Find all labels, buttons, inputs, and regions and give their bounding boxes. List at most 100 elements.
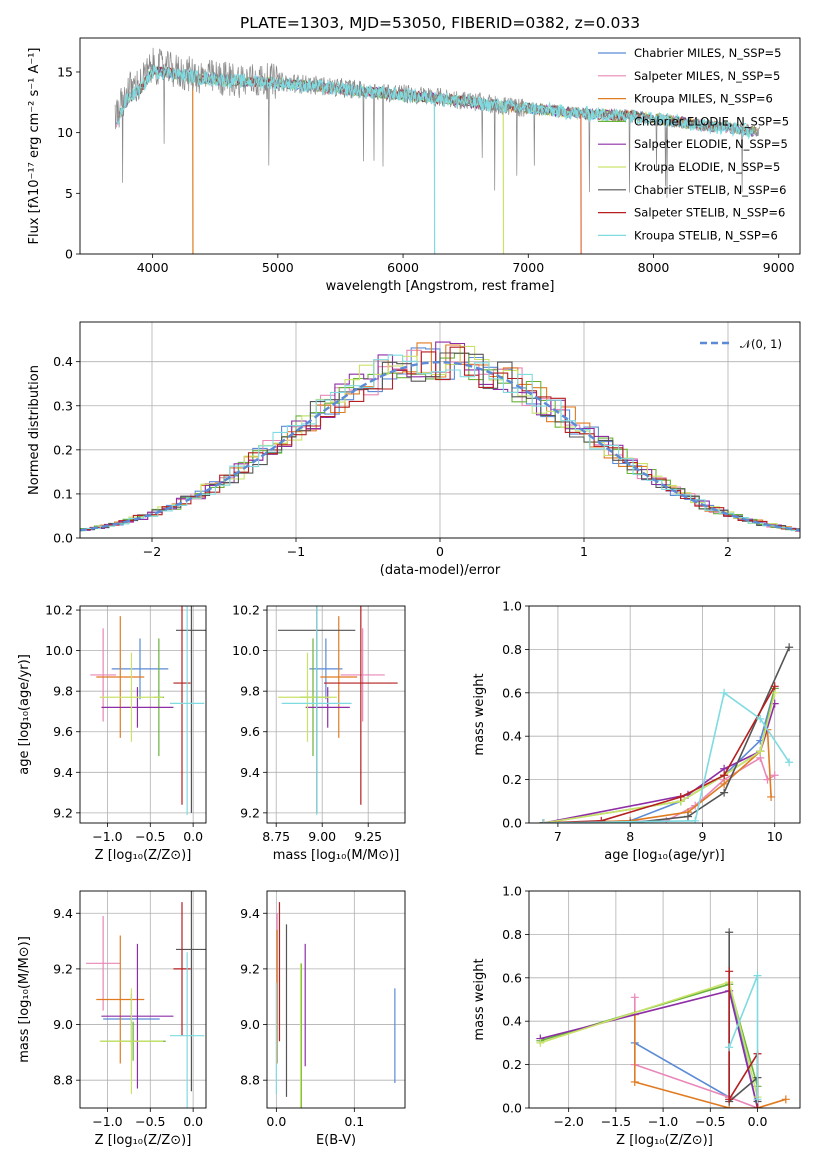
ebv_vs_mass-background xyxy=(267,891,405,1108)
spectrum-xtick-label: 9000 xyxy=(763,260,795,275)
age_vs_weight-xtick-label: 8 xyxy=(626,829,634,844)
residuals-frame xyxy=(79,321,801,539)
spectrum-xtick-label: 6000 xyxy=(387,260,419,275)
mass_vs_age-plot-area xyxy=(278,606,398,815)
age_vs_weight-ylabel: mass weight xyxy=(472,673,487,755)
spectrum-legend-entry: Chabrier STELIB, N_SSP=6 xyxy=(598,183,786,197)
age_vs_weight-point-marker xyxy=(756,714,765,723)
age_vs_weight-ytick-label: 1.0 xyxy=(502,599,522,614)
residual-histogram-7 xyxy=(80,346,800,532)
z_vs_age-errorbar-point xyxy=(170,606,205,815)
residuals-xtick-label: 0 xyxy=(436,544,444,559)
age_vs_weight-plot-area xyxy=(539,643,794,823)
mass_vs_age-errorbar-point xyxy=(278,652,337,742)
residuals-ytick-label: 0.4 xyxy=(53,354,73,369)
age_vs_weight-point-marker xyxy=(770,771,779,780)
residuals-ytick-label: 0.0 xyxy=(53,531,73,546)
z_vs_age-ytick-label: 9.4 xyxy=(53,765,73,780)
mass_vs_age-panel: 8.75 9.00 9.25 9.2 9.4 9.6 9.8 10.0 10.2 mass [lo… xyxy=(232,603,406,863)
mass_vs_age-ytick-label: 9.6 xyxy=(240,724,260,739)
spectrum-legend-entry: Kroupa ELODIE, N_SSP=5 xyxy=(598,160,780,174)
z_vs_age-background xyxy=(80,606,206,823)
age_vs_weight-point-marker xyxy=(720,779,729,788)
residuals-ytick-label: 0.2 xyxy=(53,442,73,457)
mass_vs_age-ytick-label: 9.8 xyxy=(240,684,260,699)
mass_vs_age-xlabel: mass [log₁₀(M/M⊙)] xyxy=(273,848,400,863)
z_vs_age-ytick-label: 9.6 xyxy=(53,724,73,739)
residuals-ylabel: Normed distribution xyxy=(27,365,42,495)
z_vs_weight-ytick-label: 0.6 xyxy=(502,970,522,985)
age_vs_weight-point-marker xyxy=(597,816,606,823)
spectrum-frame xyxy=(79,37,801,255)
spectrum-legend-label: Kroupa MILES, N_SSP=6 xyxy=(634,92,773,106)
age_vs_weight-ytick-label: 0.0 xyxy=(502,816,522,831)
mass_vs_age-frame xyxy=(266,605,406,824)
age_vs_weight-panel: 7 8 9 10 0.0 0.2 0.4 0.6 0.8 1.0 age [log₁₀(age/yr… xyxy=(472,599,801,863)
z_vs_weight-point-marker xyxy=(781,1095,790,1104)
z_vs_mass-ytick-label: 9.0 xyxy=(53,1017,73,1032)
age_vs_weight-point-marker xyxy=(756,747,765,756)
z_vs_age-ytick-label: 10.2 xyxy=(45,603,73,618)
z_vs_mass-errorbar-point xyxy=(176,891,206,1092)
age_vs_weight-point-marker xyxy=(767,792,776,801)
z_vs_age-ytick-label: 10.0 xyxy=(45,643,73,658)
age_vs_weight-point-marker xyxy=(691,816,700,823)
residual-histogram-5 xyxy=(80,345,800,532)
age_vs_weight-xlabel: age [log₁₀(age/yr)] xyxy=(604,848,725,863)
spectrum-ytick-label: 5 xyxy=(65,186,73,201)
z_vs_mass-ylabel: mass [log₁₀(M/M⊙)] xyxy=(17,936,32,1063)
z_vs_age-errorbar-point xyxy=(90,628,116,722)
residuals-xtick-label: 1 xyxy=(580,544,588,559)
spectrum-legend-label: Salpeter STELIB, N_SSP=6 xyxy=(634,206,785,220)
spectrum-ytick-label: 10 xyxy=(57,125,73,140)
spectrum-legend-entry: Chabrier MILES, N_SSP=5 xyxy=(598,46,781,60)
z_vs_weight-ylabel: mass weight xyxy=(472,958,487,1040)
mass_vs_age-ytick-label: 9.2 xyxy=(240,805,260,820)
z_vs_weight-frame xyxy=(528,890,801,1109)
age_vs_weight-point-marker xyxy=(785,643,794,652)
z_vs_weight-ytick-label: 0.8 xyxy=(502,927,522,942)
residual-legend-label: 𝒩(0, 1) xyxy=(740,337,782,351)
z_vs_weight-plot-area xyxy=(536,928,790,1108)
z_vs_weight-point-marker xyxy=(725,1043,734,1052)
spectrum-legend-label: Chabrier ELODIE, N_SSP=5 xyxy=(634,114,789,128)
residual-legend-entry: 𝒩(0, 1) xyxy=(700,337,782,351)
z_vs_weight-point-marker xyxy=(630,1077,639,1086)
ebv_vs_mass-ytick-label: 9.2 xyxy=(240,961,260,976)
mass_vs_age-errorbar-point xyxy=(320,616,358,738)
age_vs_weight-point-marker xyxy=(720,688,729,697)
mass_vs_age-ytick-label: 10.0 xyxy=(232,643,260,658)
z_vs_mass-xtick-label: −1.0 xyxy=(92,1114,122,1129)
spectrum-legend-label: Chabrier STELIB, N_SSP=6 xyxy=(634,183,786,197)
age_vs_weight-point-marker xyxy=(676,792,685,801)
z_vs_mass-frame xyxy=(79,890,207,1109)
ebv_vs_mass-xtick-label: 0.0 xyxy=(266,1114,286,1129)
spectrum-ytick-label: 0 xyxy=(65,247,73,262)
z_vs_mass-plot-area xyxy=(86,891,206,1108)
z_vs_weight-panel: −2.0 −1.5 −1.0 −0.5 0.0 0.0 0.2 0.4 0.6 0.8 1.0 Z [… xyxy=(472,884,801,1148)
z_vs_mass-errorbar-point xyxy=(96,935,145,1064)
ebv_vs_mass-frame xyxy=(266,890,406,1109)
spectrum-legend-label: Chabrier MILES, N_SSP=5 xyxy=(634,46,781,60)
z_vs_weight-xtick-label: −1.0 xyxy=(648,1114,678,1129)
z_vs_mass-xtick-label: 0.0 xyxy=(183,1114,203,1129)
z_vs_weight-point-marker xyxy=(725,1095,734,1104)
spectrum-legend-label: Salpeter ELODIE, N_SSP=5 xyxy=(634,137,788,151)
z_vs_mass-errorbar-point xyxy=(86,916,121,1011)
spectrum-legend-label: Salpeter MILES, N_SSP=5 xyxy=(634,69,780,83)
spectrum-panel: 4000 5000 6000 7000 8000 9000 0 5 10 15 wavelength… xyxy=(27,37,801,294)
z_vs_age-plot-area xyxy=(90,606,206,815)
spectrum-legend-entry: Kroupa MILES, N_SSP=6 xyxy=(598,92,773,106)
ebv_vs_mass-xlabel: E(B-V) xyxy=(316,1133,356,1148)
z_vs_mass-ytick-label: 9.4 xyxy=(53,906,73,921)
residual-histogram-6 xyxy=(80,352,800,531)
age_vs_weight-ytick-label: 0.6 xyxy=(502,685,522,700)
z_vs_weight-ytick-label: 1.0 xyxy=(502,884,522,899)
z_vs_weight-xlabel: Z [log₁₀(Z/Z⊙)] xyxy=(616,1133,713,1148)
mass_vs_age-background xyxy=(267,606,405,823)
mass_vs_age-errorbar-point xyxy=(324,606,398,805)
spectrum-ylabel: Flux [fλ10⁻¹⁷ erg cm⁻² s⁻¹ A⁻¹] xyxy=(27,48,42,245)
spectrum-legend-label: Kroupa STELIB, N_SSP=6 xyxy=(634,228,778,242)
ebv_vs_mass-xtick-label: 0.1 xyxy=(344,1114,364,1129)
